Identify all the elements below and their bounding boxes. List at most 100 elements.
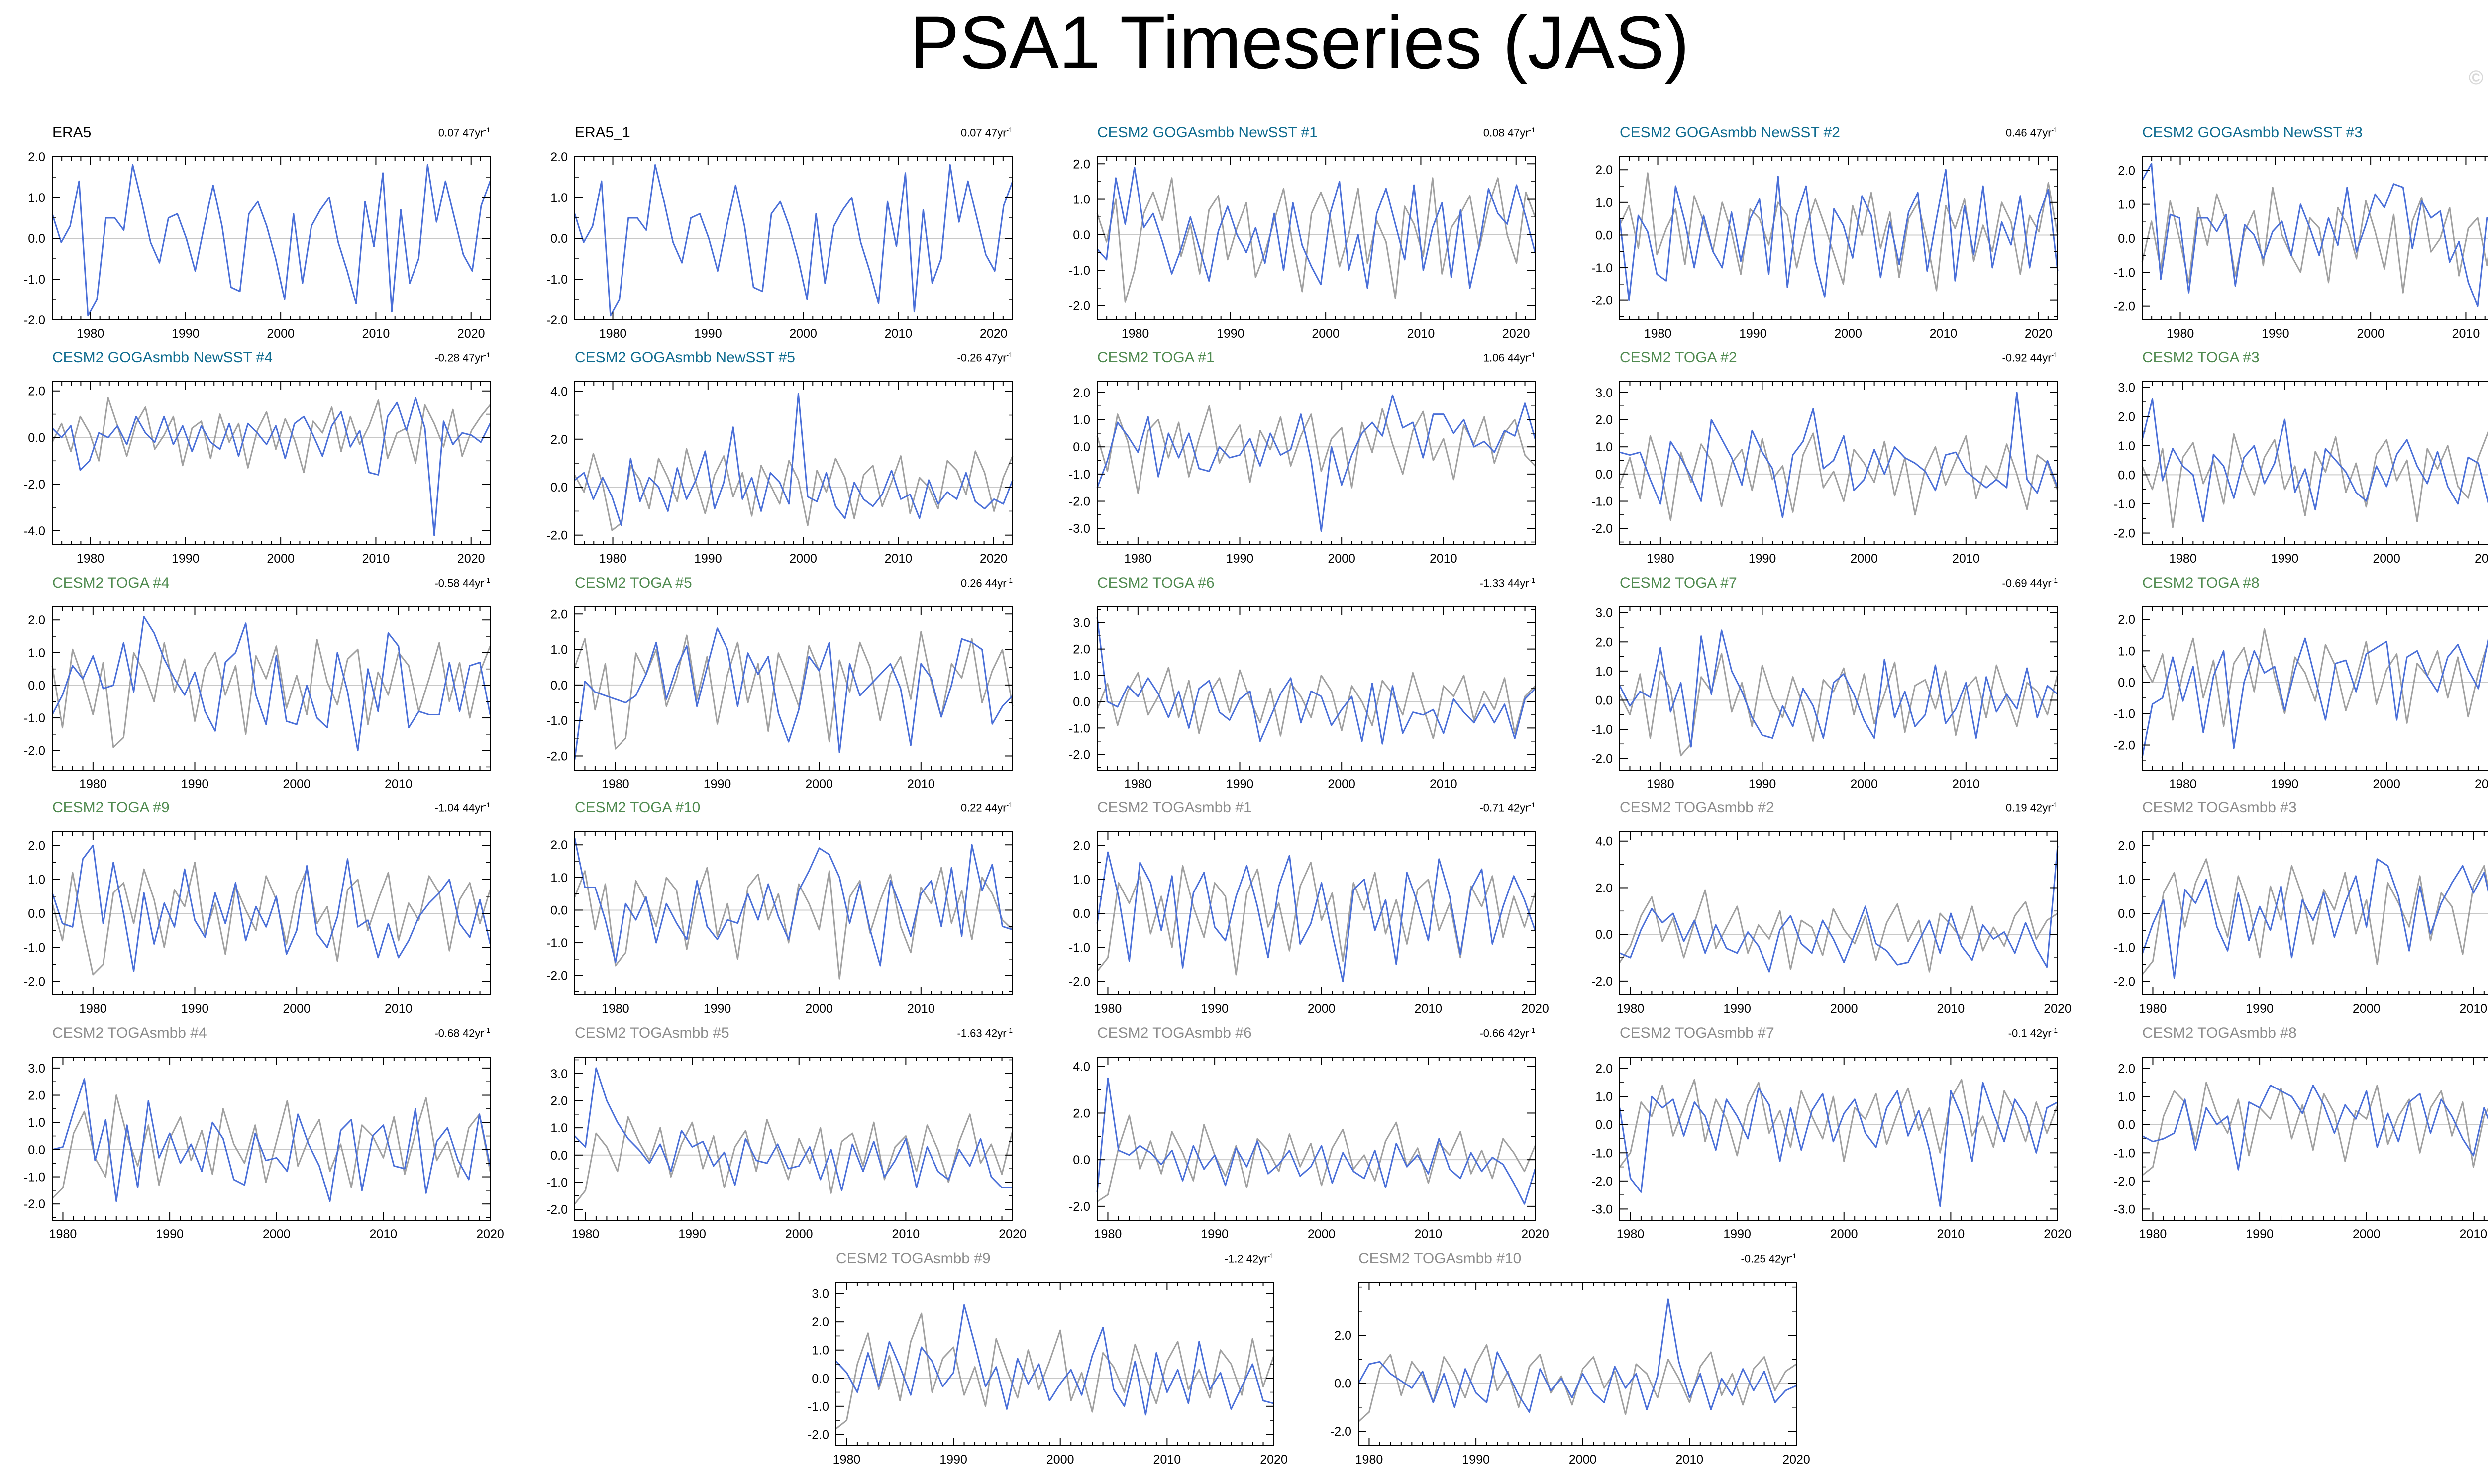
panel-20: CESM2 TOGAsmbb #31.26 42yr-1198019902000… — [2114, 799, 2488, 1025]
panel-trend-label: -0.26 47yr-1 — [957, 351, 1013, 364]
panel-trend-label: 1.06 44yr-1 — [1483, 351, 1535, 364]
y-tick-label: -2.0 — [546, 529, 568, 543]
y-tick-label: 0.0 — [1073, 695, 1090, 709]
secondary-series-line — [1619, 653, 2059, 757]
x-tick-label: 2020 — [476, 1227, 504, 1241]
x-tick-label: 2000 — [2357, 327, 2384, 341]
y-tick-label: 2.0 — [1073, 386, 1090, 400]
y-tick-label: -2.0 — [1069, 975, 1090, 989]
x-tick-label: 1980 — [1094, 1227, 1122, 1241]
y-tick-label: 1.0 — [550, 1121, 568, 1135]
x-tick-label: 2020 — [999, 1227, 1027, 1241]
y-tick-label: 2.0 — [812, 1315, 829, 1329]
x-tick-label: 2010 — [1430, 777, 1457, 791]
timeseries-plot: 198019902000201020202.01.00.0-1.0-2.0-3.… — [2114, 1057, 2488, 1241]
primary-series-line — [2141, 163, 2488, 307]
panel-title: CESM2 GOGAsmbb NewSST #1 — [1097, 124, 1318, 141]
panel-trend-label: 0.19 42yr-1 — [2005, 801, 2058, 814]
panel-title: CESM2 TOGAsmbb #9 — [836, 1250, 991, 1267]
y-tick-label: 1.0 — [1595, 1090, 1613, 1104]
y-tick-label: 0.0 — [812, 1372, 829, 1385]
y-tick-label: 1.0 — [2118, 198, 2135, 212]
x-tick-label: 2010 — [2475, 552, 2488, 566]
x-tick-label: 2000 — [1830, 1002, 1858, 1016]
y-tick-label: 1.0 — [28, 873, 45, 887]
y-tick-label: -2.0 — [1069, 299, 1090, 313]
y-tick-label: -2.0 — [2114, 527, 2135, 541]
y-tick-label: 0.0 — [1334, 1377, 1351, 1391]
y-tick-label: 0.0 — [550, 481, 568, 495]
plot-frame — [1619, 1057, 2058, 1221]
x-tick-label: 1990 — [1723, 1002, 1751, 1016]
x-tick-label: 1990 — [1749, 777, 1776, 791]
x-tick-label: 2010 — [2475, 777, 2488, 791]
x-tick-label: 1990 — [181, 777, 209, 791]
x-tick-label: 2020 — [980, 327, 1008, 341]
panel-trend-label: -1.04 44yr-1 — [434, 801, 490, 814]
x-tick-label: 1990 — [172, 552, 200, 566]
y-tick-label: 0.0 — [2118, 468, 2135, 482]
panel-title: CESM2 TOGAsmbb #4 — [52, 1025, 207, 1041]
y-tick-label: 2.0 — [2118, 164, 2135, 178]
y-tick-label: -1.0 — [1069, 264, 1090, 278]
primary-series-line — [1619, 845, 2059, 973]
primary-series-line — [1096, 394, 1536, 532]
x-tick-label: 2020 — [1260, 1453, 1288, 1467]
y-tick-label: 1.0 — [2118, 439, 2135, 453]
primary-series-line — [1619, 1082, 2058, 1207]
plot-frame — [1619, 381, 2058, 545]
y-tick-label: 0.0 — [2118, 907, 2135, 921]
x-tick-label: 2000 — [789, 552, 817, 566]
y-tick-label: -2.0 — [1069, 495, 1090, 509]
x-tick-label: 2000 — [283, 1002, 311, 1016]
y-tick-label: 2.0 — [28, 385, 45, 398]
y-tick-label: 2.0 — [1073, 1106, 1090, 1120]
y-tick-label: 1.0 — [2118, 873, 2135, 887]
y-tick-label: 3.0 — [1595, 606, 1613, 620]
x-tick-label: 2000 — [789, 327, 817, 341]
y-tick-label: 2.0 — [1595, 163, 1613, 177]
panel-10: CESM2 TOGA #3-0.44 44yr-1198019902000201… — [2114, 349, 2488, 575]
timeseries-plot: 1980 1990 2000 2010 2.0 1.0 0.0 -1.0 -2.0 -3.0 — [1069, 381, 1536, 566]
timeseries-plot: 1980 1990 2000 2010 2020 4.0 2.0 0.0 -2.0 — [1069, 1057, 1549, 1241]
primary-series-line — [574, 1067, 1013, 1191]
x-tick-label: 2000 — [1850, 777, 1878, 791]
x-tick-label: 1990 — [2246, 1227, 2274, 1241]
y-tick-label: 3.0 — [550, 1067, 568, 1081]
y-tick-label: 3.0 — [28, 1062, 45, 1076]
y-tick-label: 3.0 — [1595, 386, 1613, 400]
x-tick-label: 1990 — [939, 1453, 967, 1467]
panel-5: CESM2 GOGAsmbb NewSST #3-1.2 47yr-119801… — [2114, 124, 2488, 350]
x-tick-label: 1980 — [833, 1453, 861, 1467]
panel-title: CESM2 TOGA #6 — [1097, 575, 1215, 591]
y-tick-label: -2.0 — [24, 478, 45, 492]
x-tick-label: 1980 — [1124, 777, 1152, 791]
panel-trend-label: -0.58 44yr-1 — [434, 576, 490, 590]
x-tick-label: 2020 — [1521, 1002, 1549, 1016]
y-tick-label: 2.0 — [1334, 1329, 1351, 1343]
y-tick-label: -2.0 — [2114, 975, 2135, 989]
panel-title: CESM2 GOGAsmbb NewSST #4 — [52, 349, 273, 366]
panel-6: CESM2 GOGAsmbb NewSST #4 -0.28 47yr-1 1980… — [24, 349, 491, 575]
y-tick-label: 2.0 — [550, 1094, 568, 1108]
y-tick-label: 0.0 — [1073, 1153, 1090, 1167]
y-tick-label: -1.0 — [2114, 1146, 2135, 1160]
panel-trend-label: -0.92 44yr-1 — [2002, 351, 2058, 364]
y-tick-label: 0.0 — [550, 232, 568, 246]
x-tick-label: 2010 — [1676, 1453, 1704, 1467]
y-tick-label: 0.0 — [2118, 232, 2135, 246]
primary-series-line — [574, 838, 1013, 967]
primary-series-line — [2142, 1085, 2488, 1171]
x-tick-label: 2010 — [1952, 777, 1980, 791]
y-tick-label: 0.0 — [28, 431, 45, 445]
panel-title: CESM2 TOGA #8 — [2142, 575, 2260, 591]
timeseries-plot: 1980 1990 2000 2010 2.0 1.0 0.0 -1.0 -2.0 — [24, 606, 491, 791]
x-tick-label: 2010 — [1952, 552, 1980, 566]
x-tick-label: 2000 — [805, 1002, 833, 1016]
y-tick-label: 4.0 — [1595, 835, 1613, 849]
y-tick-label: 2.0 — [28, 613, 45, 627]
y-tick-label: -1.0 — [2114, 941, 2135, 955]
